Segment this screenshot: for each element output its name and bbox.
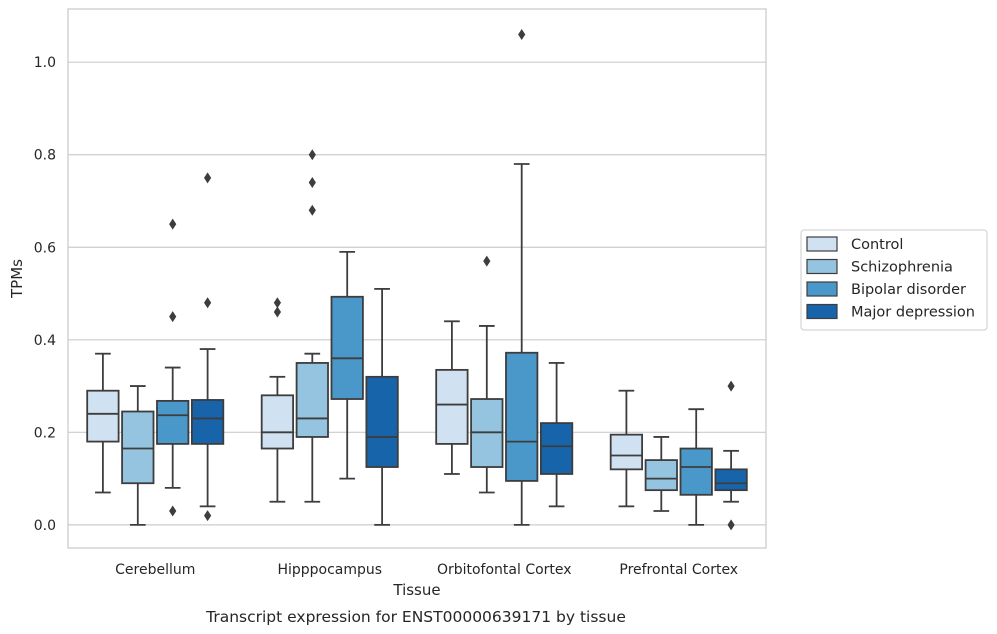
box-control — [435, 320, 469, 475]
legend-label: Bipolar disorder — [851, 282, 966, 298]
box-bipolar-disorder — [330, 250, 364, 480]
y-tick-label: 0.6 — [34, 240, 56, 256]
box-schizophrenia — [295, 149, 329, 503]
box-schizophrenia — [644, 436, 678, 512]
outlier-point — [169, 218, 177, 230]
outlier-point — [169, 311, 177, 323]
box-body — [644, 459, 678, 492]
x-axis-label: Tissue — [392, 581, 440, 599]
box-major-depression — [539, 362, 574, 508]
legend-swatch — [806, 303, 838, 320]
y-tick-label: 0.0 — [34, 518, 56, 534]
x-tick-label: Cerebellum — [115, 562, 195, 578]
outlier-point — [204, 172, 212, 184]
box-schizophrenia — [470, 255, 504, 494]
outlier-point — [308, 176, 316, 188]
box-major-depression — [365, 288, 399, 526]
x-tick-label: Orbitofontal Cortex — [437, 562, 572, 578]
outlier-point — [169, 505, 177, 517]
outlier-point — [727, 380, 735, 392]
x-tick-label: Prefrontal Cortex — [619, 562, 738, 578]
box-major-depression — [714, 380, 748, 531]
y-tick-label: 0.4 — [34, 333, 56, 349]
box-body — [121, 410, 155, 485]
box-body — [86, 389, 120, 443]
legend-swatch — [806, 236, 838, 252]
box-control — [609, 389, 644, 508]
x-tick-labels: Cerebellum Hipppocampus Orbitofontal Corte… — [115, 562, 738, 578]
outlier-point — [273, 306, 281, 318]
figure-caption: Transcript expression for ENST0000063917… — [205, 608, 626, 626]
y-tick-label: 0.2 — [34, 425, 56, 441]
box-body — [539, 422, 574, 475]
outlier-point — [308, 204, 316, 216]
box-body — [505, 351, 539, 482]
y-tick-label: 1.0 — [34, 55, 56, 71]
legend: Control Schizophrenia Bipolar disorder Majo… — [800, 229, 988, 331]
outlier-point — [308, 149, 316, 161]
legend-label: Control — [851, 237, 903, 253]
boxes-layer — [86, 28, 748, 531]
box-control — [86, 352, 120, 494]
box-body — [679, 447, 713, 496]
box-bipolar-disorder — [156, 218, 190, 517]
box-body — [714, 468, 748, 492]
plot-frame — [67, 8, 767, 549]
box-schizophrenia — [121, 385, 155, 526]
box-control — [260, 297, 295, 503]
legend-swatch — [806, 258, 838, 275]
box-body — [435, 368, 469, 445]
x-tick-label: Hipppocampus — [277, 562, 382, 578]
box-bipolar-disorder — [679, 408, 713, 526]
y-axis-label: TPMs — [8, 259, 26, 299]
box-major-depression — [190, 172, 225, 522]
box-body — [295, 362, 329, 438]
box-body — [260, 394, 295, 450]
outlier-point — [204, 510, 212, 522]
box-body — [330, 295, 364, 400]
box-body — [365, 375, 399, 468]
outlier-point — [483, 255, 491, 267]
outlier-point — [727, 519, 735, 531]
outlier-point — [204, 297, 212, 309]
y-tick-label: 0.8 — [34, 148, 56, 164]
outlier-point — [273, 297, 281, 309]
box-body — [609, 433, 644, 471]
legend-frame — [800, 229, 988, 331]
legend-label: Major depression — [851, 305, 975, 321]
legend-swatch — [806, 281, 838, 297]
outlier-point — [518, 28, 526, 40]
box-bipolar-disorder — [505, 28, 539, 526]
y-tick-labels: 0.0 0.2 0.4 0.6 0.8 1.0 — [34, 55, 56, 534]
legend-label: Schizophrenia — [851, 260, 953, 276]
box-body — [190, 399, 225, 445]
box-body — [156, 399, 190, 445]
